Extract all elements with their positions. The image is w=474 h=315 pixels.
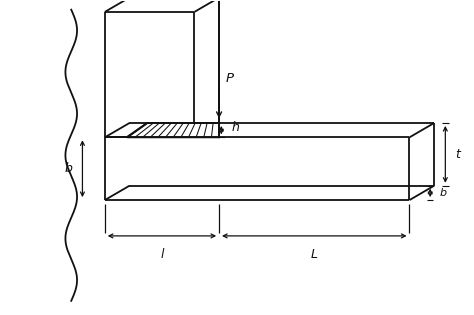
Text: P: P — [226, 72, 234, 85]
Polygon shape — [127, 123, 219, 137]
Text: L: L — [311, 249, 318, 261]
Text: t: t — [455, 148, 460, 161]
Text: b: b — [65, 162, 73, 175]
Text: h: h — [231, 121, 239, 135]
Text: l: l — [160, 249, 164, 261]
Text: b: b — [439, 188, 447, 198]
